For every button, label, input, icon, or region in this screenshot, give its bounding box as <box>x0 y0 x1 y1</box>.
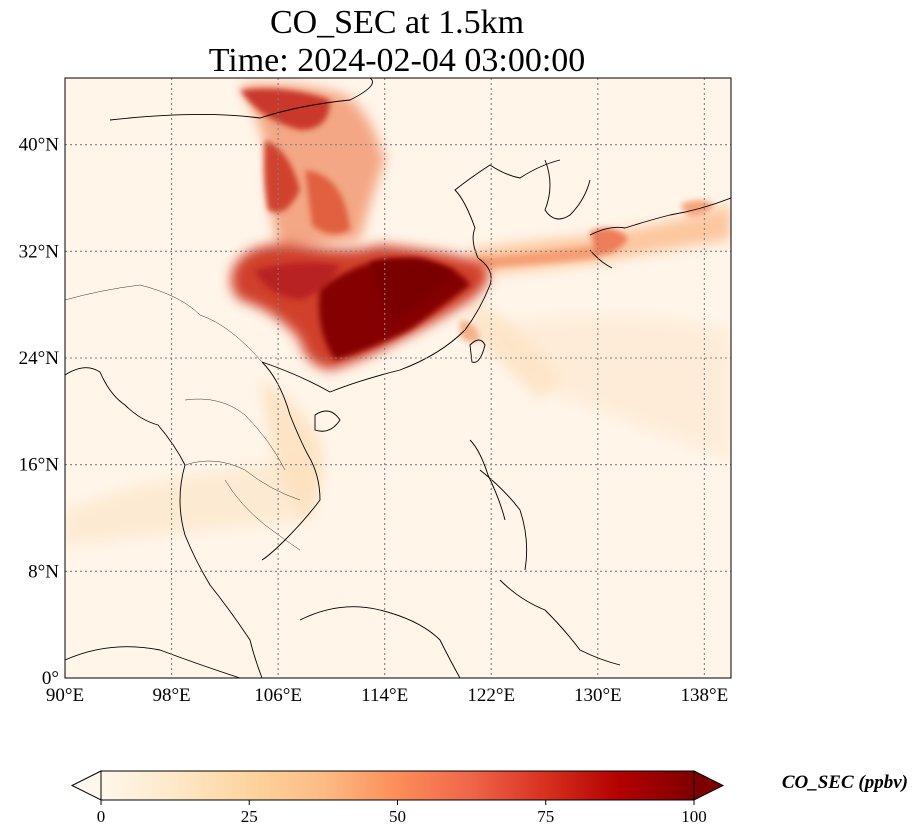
y-axis-tick-labels: 0° 8°N 16°N 24°N 32°N 40°N <box>19 135 60 689</box>
colorbar: 0 25 50 75 100 CO_SEC (ppbv) <box>70 770 908 826</box>
x-tick-label: 90°E <box>46 685 84 706</box>
y-tick-label: 24°N <box>19 348 60 369</box>
x-tick-label: 130°E <box>574 685 622 706</box>
colorbar-extend-low <box>70 770 102 801</box>
map-frame <box>64 77 732 679</box>
y-tick-label: 40°N <box>19 135 60 156</box>
colorbar-tick-label: 75 <box>537 807 554 826</box>
colorbar-gradient <box>101 771 694 800</box>
coastlines <box>65 78 731 678</box>
x-tick-label: 122°E <box>467 685 515 706</box>
colorbar-tick-label: 100 <box>681 807 707 826</box>
map-panel <box>65 78 731 678</box>
y-tick-label: 32°N <box>19 241 60 262</box>
y-tick-label: 8°N <box>28 561 59 582</box>
colorbar-tick-label: 25 <box>241 807 258 826</box>
concentration-field <box>65 83 731 545</box>
y-tick-label: 0° <box>42 668 59 689</box>
map-title-line1: CO_SEC at 1.5km <box>269 4 525 41</box>
map-title-line2: Time: 2024-02-04 03:00:00 <box>208 42 586 79</box>
y-tick-label: 16°N <box>19 455 60 476</box>
colorbar-tick-label: 50 <box>389 807 406 826</box>
x-tick-label: 106°E <box>254 685 302 706</box>
colorbar-tick-label: 0 <box>97 807 106 826</box>
colorbar-ticks: 0 25 50 75 100 <box>97 800 707 826</box>
x-tick-label: 98°E <box>152 685 190 706</box>
country-borders <box>65 284 301 551</box>
x-axis-tick-labels: 90°E 98°E 106°E 114°E 122°E 130°E 138°E <box>46 685 728 706</box>
x-tick-label: 138°E <box>681 685 729 706</box>
x-tick-label: 114°E <box>361 685 408 706</box>
colorbar-label: CO_SEC (ppbv) <box>782 772 908 793</box>
gridlines <box>65 78 731 678</box>
colorbar-extend-high <box>693 770 725 801</box>
